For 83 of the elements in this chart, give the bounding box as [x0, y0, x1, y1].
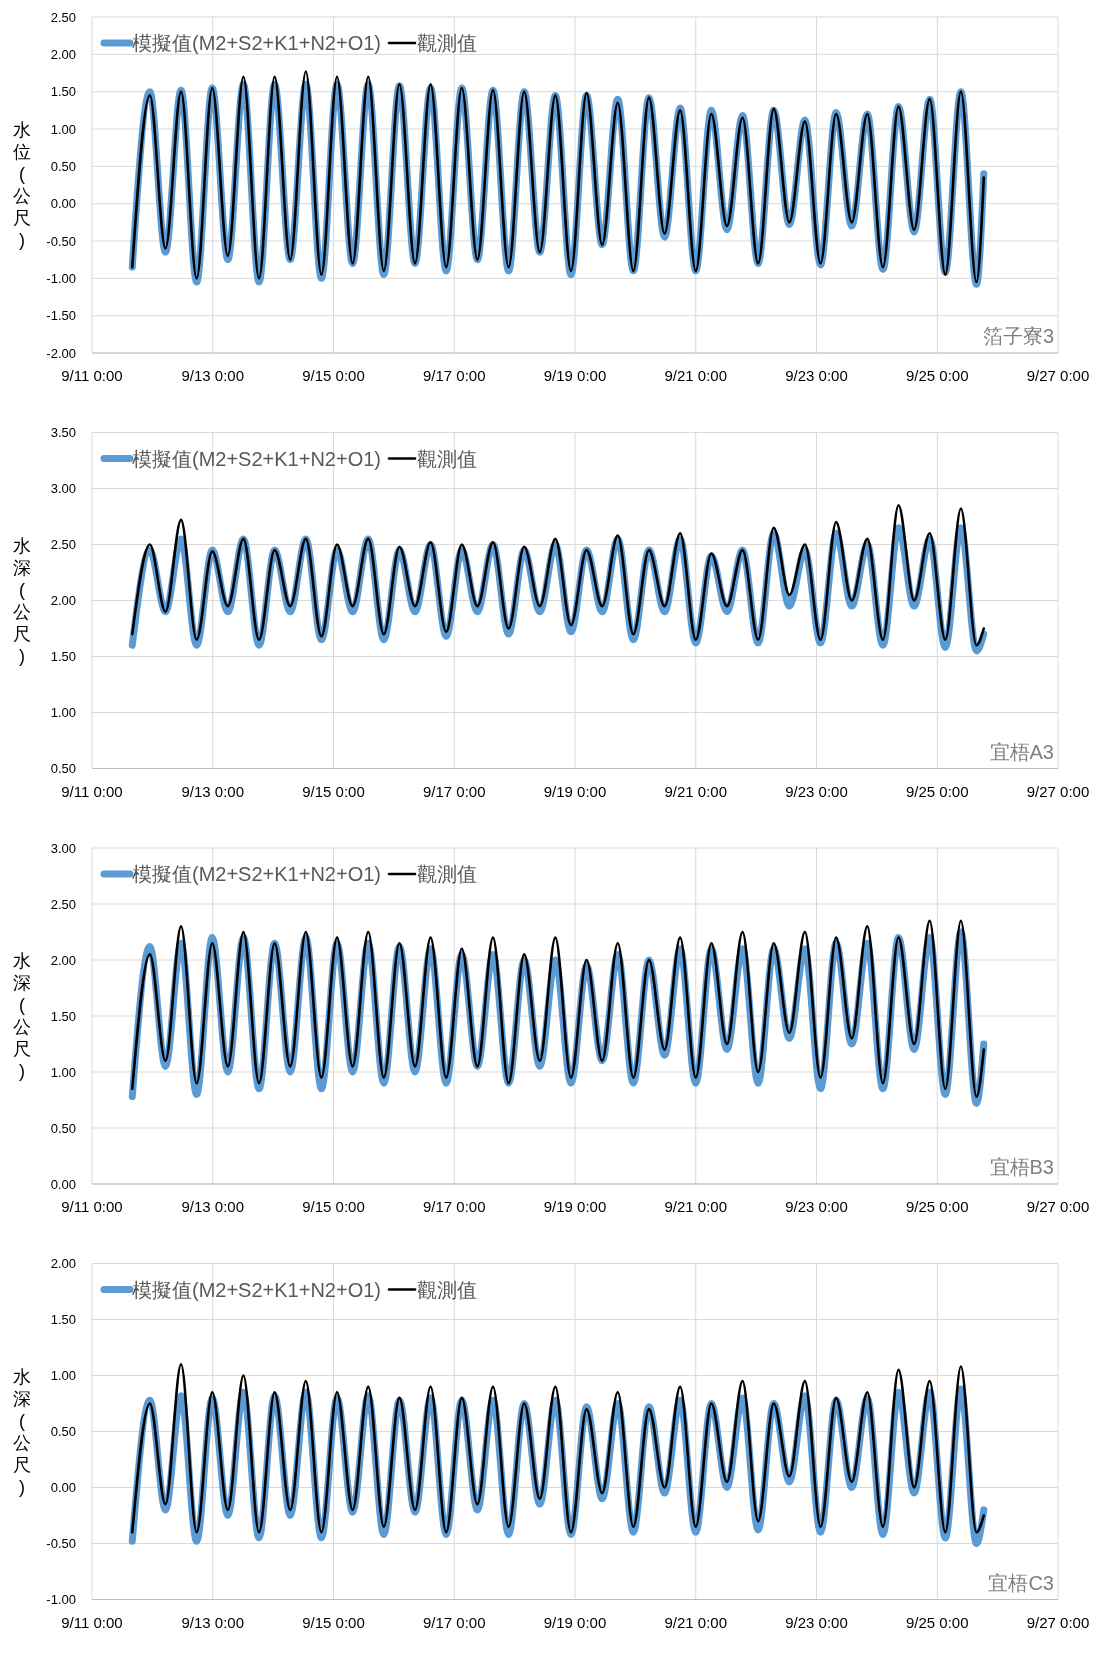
x-tick-label: 9/25 0:00: [905, 1198, 969, 1215]
x-tick-label: 9/23 0:00: [785, 367, 848, 384]
x-tick-label: 9/19 0:00: [543, 1613, 607, 1631]
x-tick-label: 9/25 0:00: [905, 1613, 969, 1631]
x-tick-label: 9/19 0:00: [543, 782, 607, 800]
y-tick-label: 3.00: [50, 840, 76, 856]
x-tick-label: 9/19 0:00: [543, 367, 607, 384]
x-tick-label: 9/23 0:00: [785, 1198, 848, 1215]
x-tick-label: 9/15 0:00: [302, 367, 365, 384]
x-tick-label: 9/11 0:00: [61, 1198, 123, 1215]
y-tick-label: 2.00: [50, 952, 76, 968]
x-tick-label: 9/13 0:00: [181, 782, 245, 800]
y-tick-label: 0.50: [50, 1424, 76, 1440]
x-tick-label: 9/17 0:00: [422, 1198, 486, 1215]
y-tick-label: 0.50: [50, 761, 76, 777]
legend-label: 模擬值(M2+S2+K1+N2+O1): [132, 863, 381, 885]
annotation: 宜梧C3: [988, 1571, 1054, 1594]
x-tick-label: 9/21 0:00: [664, 1613, 728, 1631]
x-tick-label: 9/27 0:00: [1026, 1613, 1090, 1631]
annotation: 宜梧A3: [989, 740, 1054, 763]
y-tick-label: 0.00: [50, 1480, 76, 1496]
x-tick-label: 9/25 0:00: [905, 367, 969, 384]
x-tick-label: 9/21 0:00: [664, 367, 728, 384]
y-tick-label: -0.50: [46, 1536, 76, 1552]
x-tick-label: 9/23 0:00: [785, 1613, 848, 1631]
x-tick-label: 9/15 0:00: [302, 1198, 365, 1215]
x-tick-label: 9/27 0:00: [1026, 782, 1090, 800]
y-tick-label: 1.50: [50, 1008, 76, 1024]
y-tick-label: 0.00: [50, 196, 76, 212]
legend-label: 模擬值(M2+S2+K1+N2+O1): [132, 1278, 381, 1301]
y-axis-title: 水深(公尺): [13, 951, 31, 1082]
y-tick-label: -2.00: [46, 345, 76, 361]
y-tick-label: 3.00: [50, 481, 76, 497]
x-tick-label: 9/21 0:00: [664, 782, 728, 800]
y-tick-label: -1.00: [46, 1592, 76, 1608]
x-tick-label: 9/17 0:00: [422, 367, 486, 384]
x-tick-label: 9/15 0:00: [302, 1613, 365, 1631]
y-tick-label: 2.50: [50, 896, 76, 912]
x-tick-label: 9/11 0:00: [61, 1613, 123, 1631]
x-tick-label: 9/27 0:00: [1026, 1198, 1090, 1215]
x-tick-label: 9/13 0:00: [181, 1198, 245, 1215]
y-tick-label: 1.00: [50, 1368, 76, 1384]
legend-label: 觀測值: [417, 447, 477, 470]
y-tick-label: 1.50: [50, 84, 76, 100]
y-tick-label: 3.50: [50, 425, 76, 441]
y-axis-title: 水深(公尺): [13, 535, 31, 666]
x-tick-label: 9/13 0:00: [181, 1613, 245, 1631]
x-tick-label: 9/11 0:00: [61, 782, 123, 800]
x-tick-label: 9/17 0:00: [422, 1613, 486, 1631]
y-tick-label: 2.00: [50, 593, 76, 609]
legend-label: 觀測值: [417, 32, 477, 54]
annotation: 宜梧B3: [989, 1156, 1054, 1178]
y-tick-label: 1.00: [50, 705, 76, 721]
legend-label: 觀測值: [417, 863, 477, 885]
y-tick-label: 0.50: [50, 1120, 76, 1136]
annotation: 箔子寮3: [982, 325, 1054, 347]
x-tick-label: 9/11 0:00: [61, 367, 123, 384]
x-tick-label: 9/23 0:00: [785, 782, 848, 800]
y-tick-label: 2.00: [50, 1256, 76, 1272]
y-tick-label: 1.00: [50, 1064, 76, 1080]
y-tick-label: 2.50: [50, 537, 76, 553]
legend-label: 觀測值: [417, 1278, 477, 1301]
y-tick-label: 0.00: [50, 1176, 76, 1192]
y-tick-label: -0.50: [46, 233, 76, 249]
y-tick-label: -1.50: [46, 308, 76, 324]
y-tick-label: 0.50: [50, 158, 76, 174]
x-tick-label: 9/25 0:00: [905, 782, 969, 800]
x-tick-label: 9/13 0:00: [181, 367, 245, 384]
y-tick-label: 1.00: [50, 121, 76, 137]
legend-label: 模擬值(M2+S2+K1+N2+O1): [132, 32, 381, 54]
x-tick-label: 9/17 0:00: [422, 782, 486, 800]
y-tick-label: 1.50: [50, 1312, 76, 1328]
y-tick-label: 2.00: [50, 46, 76, 62]
x-tick-label: 9/19 0:00: [543, 1198, 607, 1215]
y-axis-title: 水位(公尺): [13, 120, 31, 251]
y-axis-title: 水深(公尺): [13, 1366, 31, 1497]
x-tick-label: 9/21 0:00: [664, 1198, 728, 1215]
y-tick-label: -1.00: [46, 270, 76, 286]
x-tick-label: 9/15 0:00: [302, 782, 365, 800]
x-tick-label: 9/27 0:00: [1026, 367, 1090, 384]
y-tick-label: 2.50: [50, 9, 76, 25]
legend-label: 模擬值(M2+S2+K1+N2+O1): [132, 447, 381, 470]
y-tick-label: 1.50: [50, 649, 76, 665]
